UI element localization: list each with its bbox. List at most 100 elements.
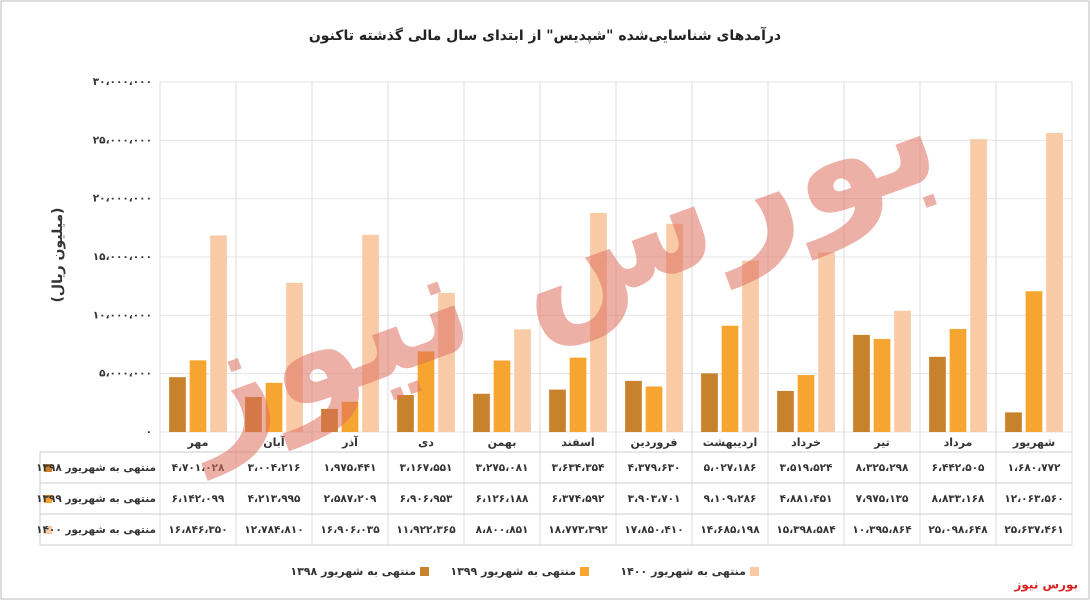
bar xyxy=(742,260,759,432)
bar xyxy=(797,375,815,432)
bar xyxy=(321,408,338,432)
table-cell: ۳،۱۶۷،۵۵۱ xyxy=(400,462,453,474)
table-row-label: منتهی به شهریور ۱۳۹۸ xyxy=(36,462,156,474)
x-tick-label: آذر xyxy=(341,435,358,449)
table-cell: ۳،۰۰۴،۲۱۶ xyxy=(248,462,301,474)
bar xyxy=(417,351,435,432)
table-cell: ۶،۹۰۶،۹۵۳ xyxy=(400,493,453,505)
table-cell: ۲۵،۶۳۷،۴۶۱ xyxy=(1004,524,1063,536)
x-tick-label: فروردین xyxy=(631,436,678,449)
table-cell: ۳،۵۱۹،۵۲۴ xyxy=(780,462,833,474)
table-cell: ۶،۱۲۶،۱۸۸ xyxy=(476,493,529,505)
table-cell: ۴،۸۸۱،۴۵۱ xyxy=(780,493,833,505)
bar xyxy=(721,325,739,432)
bar xyxy=(549,389,566,432)
table-cell: ۸،۸۳۳،۱۶۸ xyxy=(932,493,985,505)
bar xyxy=(590,212,607,432)
table-legend-swatch xyxy=(44,464,52,472)
bar xyxy=(777,390,794,432)
table-cell: ۱۲،۷۸۴،۸۱۰ xyxy=(244,524,303,536)
bar xyxy=(265,382,283,432)
y-axis-label: (میلیون ریال) xyxy=(50,208,66,303)
legend-swatch xyxy=(580,567,589,576)
table-cell: ۷،۹۷۵،۱۳۵ xyxy=(856,493,909,505)
bar xyxy=(701,373,718,432)
x-tick-label: مرداد xyxy=(944,436,973,449)
table-row-label: منتهی به شهریور ۱۴۰۰ xyxy=(36,524,156,536)
legend-label: منتهی به شهریور ۱۳۹۹ xyxy=(450,565,576,578)
table-cell: ۱۶،۸۴۶،۳۵۰ xyxy=(168,524,227,536)
bar xyxy=(970,139,987,432)
table-cell: ۳،۲۷۵،۰۸۱ xyxy=(476,462,529,474)
bar xyxy=(625,380,642,432)
table-cell: ۱،۹۷۵،۴۴۱ xyxy=(324,462,377,474)
table-cell: ۶،۳۷۴،۵۹۲ xyxy=(552,493,605,505)
table-cell: ۹،۱۰۹،۲۸۶ xyxy=(704,493,757,505)
bar xyxy=(894,310,911,432)
legend-swatch xyxy=(750,567,759,576)
table-cell: ۸،۳۲۵،۲۹۸ xyxy=(856,462,909,474)
bar xyxy=(1025,291,1043,432)
bar xyxy=(666,223,683,432)
bar xyxy=(493,360,511,432)
bar xyxy=(397,395,414,432)
y-tick-label: ۲۰،۰۰۰،۰۰۰ xyxy=(93,193,152,205)
table-cell: ۱۸،۷۷۳،۳۹۲ xyxy=(548,524,608,536)
bar xyxy=(169,377,186,432)
bar xyxy=(245,396,262,432)
x-tick-label: خرداد xyxy=(791,436,821,449)
bar xyxy=(949,328,967,432)
x-tick-label: بهمن xyxy=(488,436,517,449)
table-cell: ۵،۰۲۷،۱۸۶ xyxy=(704,462,757,474)
table-cell: ۱۲،۰۶۳،۵۶۰ xyxy=(1004,493,1063,505)
bar xyxy=(210,235,227,432)
y-tick-label: ۱۵،۰۰۰،۰۰۰ xyxy=(93,251,152,263)
x-tick-label: دی xyxy=(418,436,434,449)
table-cell: ۶،۱۴۲،۰۹۹ xyxy=(172,493,225,505)
y-tick-label: ۲۵،۰۰۰،۰۰۰ xyxy=(93,134,152,146)
table-cell: ۱۰،۳۹۵،۸۶۴ xyxy=(852,524,912,536)
table-cell: ۱۱،۹۲۲،۳۶۵ xyxy=(396,524,456,536)
bar xyxy=(1005,412,1022,432)
table-cell: ۴،۲۱۳،۹۹۵ xyxy=(248,493,301,505)
chart-title: درآمدهای شناسایی‌شده "شپدیس" از ابتدای س… xyxy=(309,26,781,44)
table-cell: ۸،۸۰۰،۸۵۱ xyxy=(476,524,529,536)
legend-swatch xyxy=(420,567,429,576)
table-row-label: منتهی به شهریور ۱۳۹۹ xyxy=(36,493,156,505)
bar xyxy=(818,252,835,432)
table-cell: ۳،۶۳۴،۳۵۴ xyxy=(552,462,605,474)
bar xyxy=(569,357,587,432)
bar xyxy=(929,356,946,432)
table-legend-swatch xyxy=(44,526,52,534)
table-cell: ۲۵،۰۹۸،۶۴۸ xyxy=(928,524,988,536)
y-tick-label: ۱۰،۰۰۰،۰۰۰ xyxy=(93,309,152,321)
y-tick-label: ۰ xyxy=(146,426,152,438)
table-cell: ۲،۵۸۷،۲۰۹ xyxy=(324,493,377,505)
bar xyxy=(873,338,891,432)
bar xyxy=(645,386,663,432)
bar xyxy=(853,334,870,432)
bar xyxy=(362,234,379,432)
bar xyxy=(286,282,303,432)
table-cell: ۴،۳۷۹،۶۳۰ xyxy=(628,462,681,474)
table-cell: ۴،۷۰۱،۰۲۸ xyxy=(172,462,225,474)
source: بورس نیوز xyxy=(1013,578,1078,593)
table-cell: ۳،۹۰۳،۷۰۱ xyxy=(628,493,681,505)
legend-label: منتهی به شهریور ۱۴۰۰ xyxy=(620,565,746,578)
x-tick-label: شهریور xyxy=(1012,436,1055,449)
bar xyxy=(341,401,359,432)
table-cell: ۱۷،۸۵۰،۴۱۰ xyxy=(624,524,683,536)
table-cell: ۱۵،۳۹۸،۵۸۴ xyxy=(776,524,836,536)
y-tick-label: ۳۰،۰۰۰،۰۰۰ xyxy=(93,76,152,88)
x-tick-label: آبان xyxy=(263,435,285,449)
table-cell: ۱۶،۹۰۶،۰۳۵ xyxy=(320,524,380,536)
table-legend-swatch xyxy=(44,495,52,503)
y-tick-label: ۵،۰۰۰،۰۰۰ xyxy=(99,368,152,380)
bar xyxy=(1046,132,1063,432)
table-cell: ۱،۶۸۰،۷۷۲ xyxy=(1008,462,1061,474)
legend-label: منتهی به شهریور ۱۳۹۸ xyxy=(290,565,416,578)
bar xyxy=(189,360,207,432)
table-cell: ۱۴،۶۸۵،۱۹۸ xyxy=(700,524,760,536)
